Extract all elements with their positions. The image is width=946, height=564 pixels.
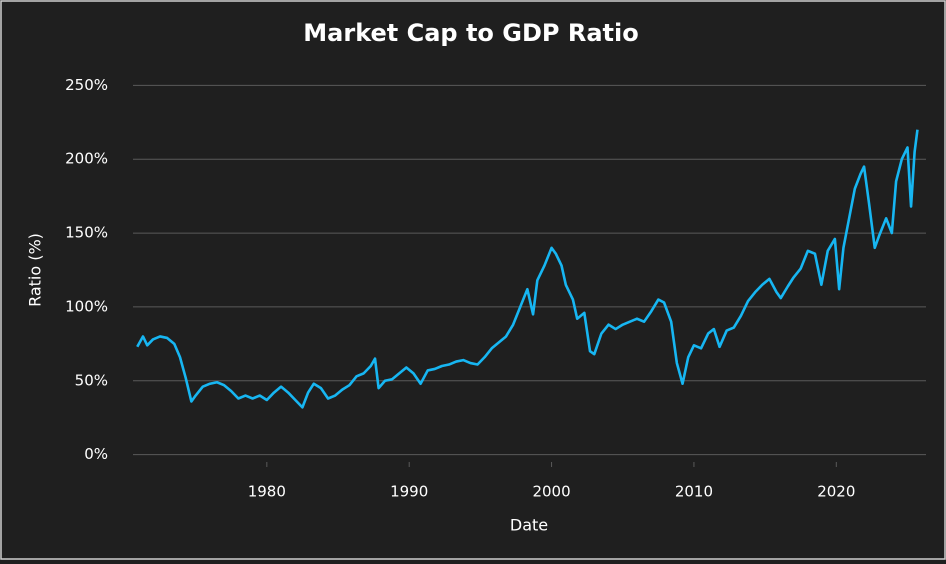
x-tick-label: 1980 [248, 483, 286, 501]
x-tick-label: 2010 [675, 483, 713, 501]
y-tick-label: 50% [75, 371, 108, 389]
y-tick-label: 150% [65, 224, 108, 242]
y-tick-label: 200% [65, 150, 108, 168]
x-tick-label: 2020 [817, 483, 855, 501]
y-tick-label: 0% [84, 445, 108, 463]
x-tick-label: 1990 [390, 483, 428, 501]
y-tick-label: 100% [65, 297, 108, 315]
y-axis-label: Ratio (%) [26, 233, 45, 307]
x-tick-label: 2000 [532, 483, 570, 501]
chart-title: Market Cap to GDP Ratio [303, 19, 638, 47]
y-tick-label: 250% [65, 76, 108, 94]
x-axis-label: Date [510, 516, 548, 535]
data-line [136, 129, 919, 409]
